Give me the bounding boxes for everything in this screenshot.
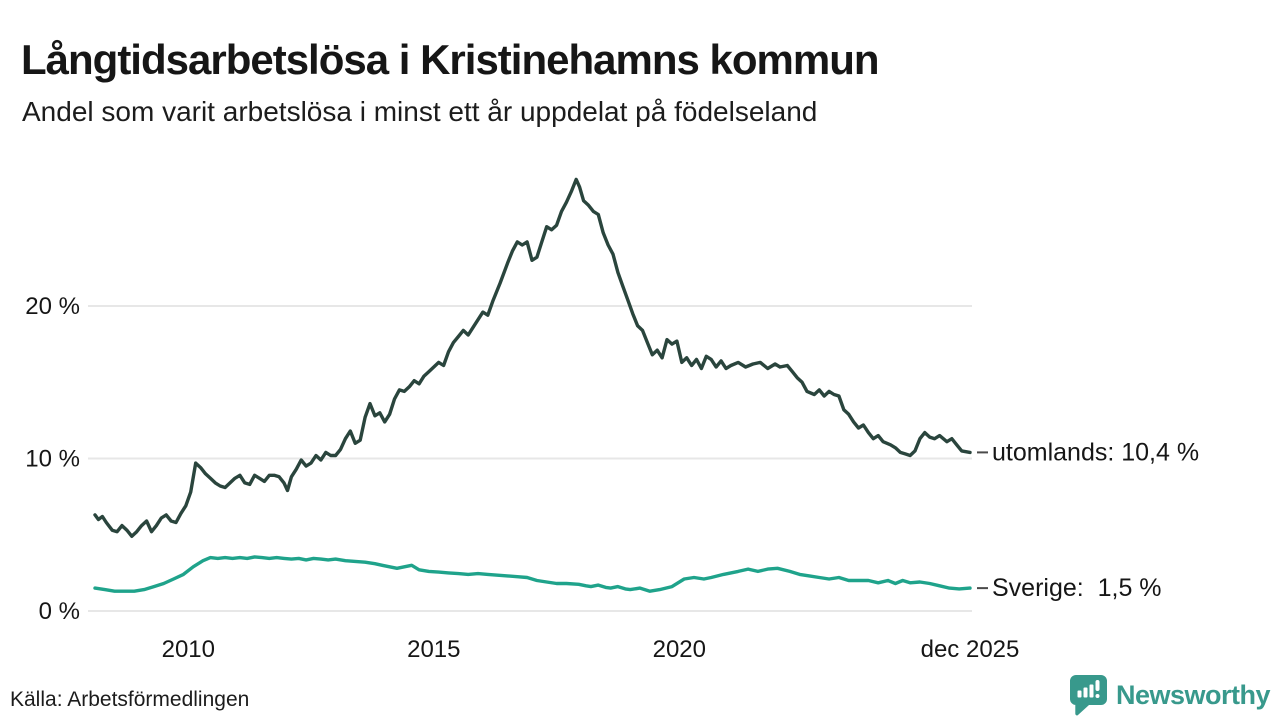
speech-bubble-bar-chart-icon xyxy=(1069,675,1107,716)
source-caption: Källa: Arbetsförmedlingen xyxy=(10,688,250,711)
y-axis-tick-label: 0 % xyxy=(39,598,80,625)
series-end-label-sverige: Sverige: 1,5 % xyxy=(992,574,1162,602)
series-line-utomlands xyxy=(93,177,972,538)
x-axis-tick-label: 2015 xyxy=(407,636,460,663)
chart-subtitle: Andel som varit arbetslösa i minst ett å… xyxy=(22,96,818,127)
x-axis-tick-label: 2020 xyxy=(653,636,706,663)
x-axis-tick-label: 2010 xyxy=(162,636,215,663)
series-line-sverige xyxy=(93,555,972,593)
page-title: Långtidsarbetslösa i Kristinehamns kommu… xyxy=(21,36,880,84)
newsworthy-brand: Newsworthy xyxy=(1069,675,1271,716)
brand-wordmark: Newsworthy xyxy=(1115,680,1271,710)
x-axis-tick-label: dec 2025 xyxy=(921,636,1020,663)
y-axis-tick-label: 10 % xyxy=(25,446,80,473)
y-axis-tick-label: 20 % xyxy=(25,293,80,320)
series-end-label-utomlands: utomlands: 10,4 % xyxy=(992,438,1199,466)
